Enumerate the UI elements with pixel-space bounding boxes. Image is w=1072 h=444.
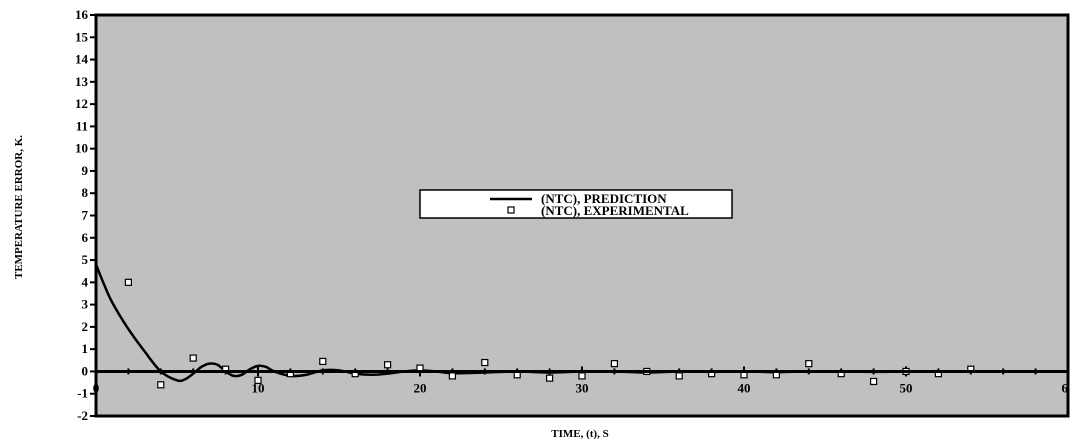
legend-marker-swatch bbox=[507, 206, 515, 214]
x-axis-label: TIME, (t), S bbox=[551, 428, 608, 440]
y-tick-label: 2 bbox=[82, 319, 89, 334]
experimental-point bbox=[545, 374, 554, 382]
plot-border bbox=[94, 13, 1070, 418]
experimental-point bbox=[157, 381, 165, 389]
y-tick-label: -1 bbox=[77, 386, 88, 401]
experimental-point bbox=[254, 376, 262, 384]
legend-label-prediction: (NTC), PREDICTION bbox=[541, 191, 667, 206]
experimental-point bbox=[675, 372, 683, 380]
legend: (NTC), PREDICTION (NTC), EXPERIMENTAL bbox=[419, 189, 733, 219]
experimental-point bbox=[869, 377, 878, 386]
experimental-point bbox=[124, 278, 133, 286]
x-tick-label: 10 bbox=[252, 380, 265, 395]
experimental-point bbox=[319, 357, 327, 366]
experimental-point bbox=[384, 361, 392, 369]
legend-box bbox=[419, 189, 733, 219]
y-tick-label: 6 bbox=[82, 230, 89, 245]
y-tick-label: 15 bbox=[75, 29, 89, 44]
y-tick-label: 4 bbox=[82, 274, 89, 289]
y-tick-label: 8 bbox=[82, 185, 89, 200]
y-tick-label: -2 bbox=[77, 408, 88, 423]
y-axis-label: TEMPERATURE ERROR, K. bbox=[13, 135, 25, 279]
y-tick-label: 10 bbox=[75, 141, 88, 156]
y-tick-label: 9 bbox=[82, 163, 89, 178]
x-tick-label: 20 bbox=[414, 380, 427, 395]
y-tick-label: 7 bbox=[82, 208, 89, 223]
y-tick-label: 3 bbox=[82, 297, 89, 312]
y-tick-label: 12 bbox=[75, 96, 88, 111]
y-tick-label: 16 bbox=[75, 7, 89, 22]
x-tick-label: 50 bbox=[900, 380, 913, 395]
y-tick-label: 1 bbox=[82, 341, 89, 356]
legend-label-experimental: (NTC), EXPERIMENTAL bbox=[541, 203, 689, 218]
x-tick-label: 30 bbox=[576, 380, 589, 395]
experimental-point bbox=[189, 354, 197, 362]
y-tick-label: 14 bbox=[75, 52, 89, 67]
experimental-point bbox=[481, 358, 489, 367]
x-tick-label: 6 bbox=[1062, 380, 1069, 395]
experimental-point bbox=[610, 360, 619, 368]
y-tick-label: 0 bbox=[82, 363, 89, 378]
y-tick-label: 11 bbox=[76, 118, 88, 133]
experimental-point bbox=[805, 360, 813, 368]
y-tick-label: 13 bbox=[75, 74, 89, 89]
experimental-point bbox=[578, 372, 586, 380]
experimental-point bbox=[448, 372, 456, 380]
x-tick-label: 40 bbox=[738, 380, 751, 395]
y-tick-label: 5 bbox=[82, 252, 89, 267]
